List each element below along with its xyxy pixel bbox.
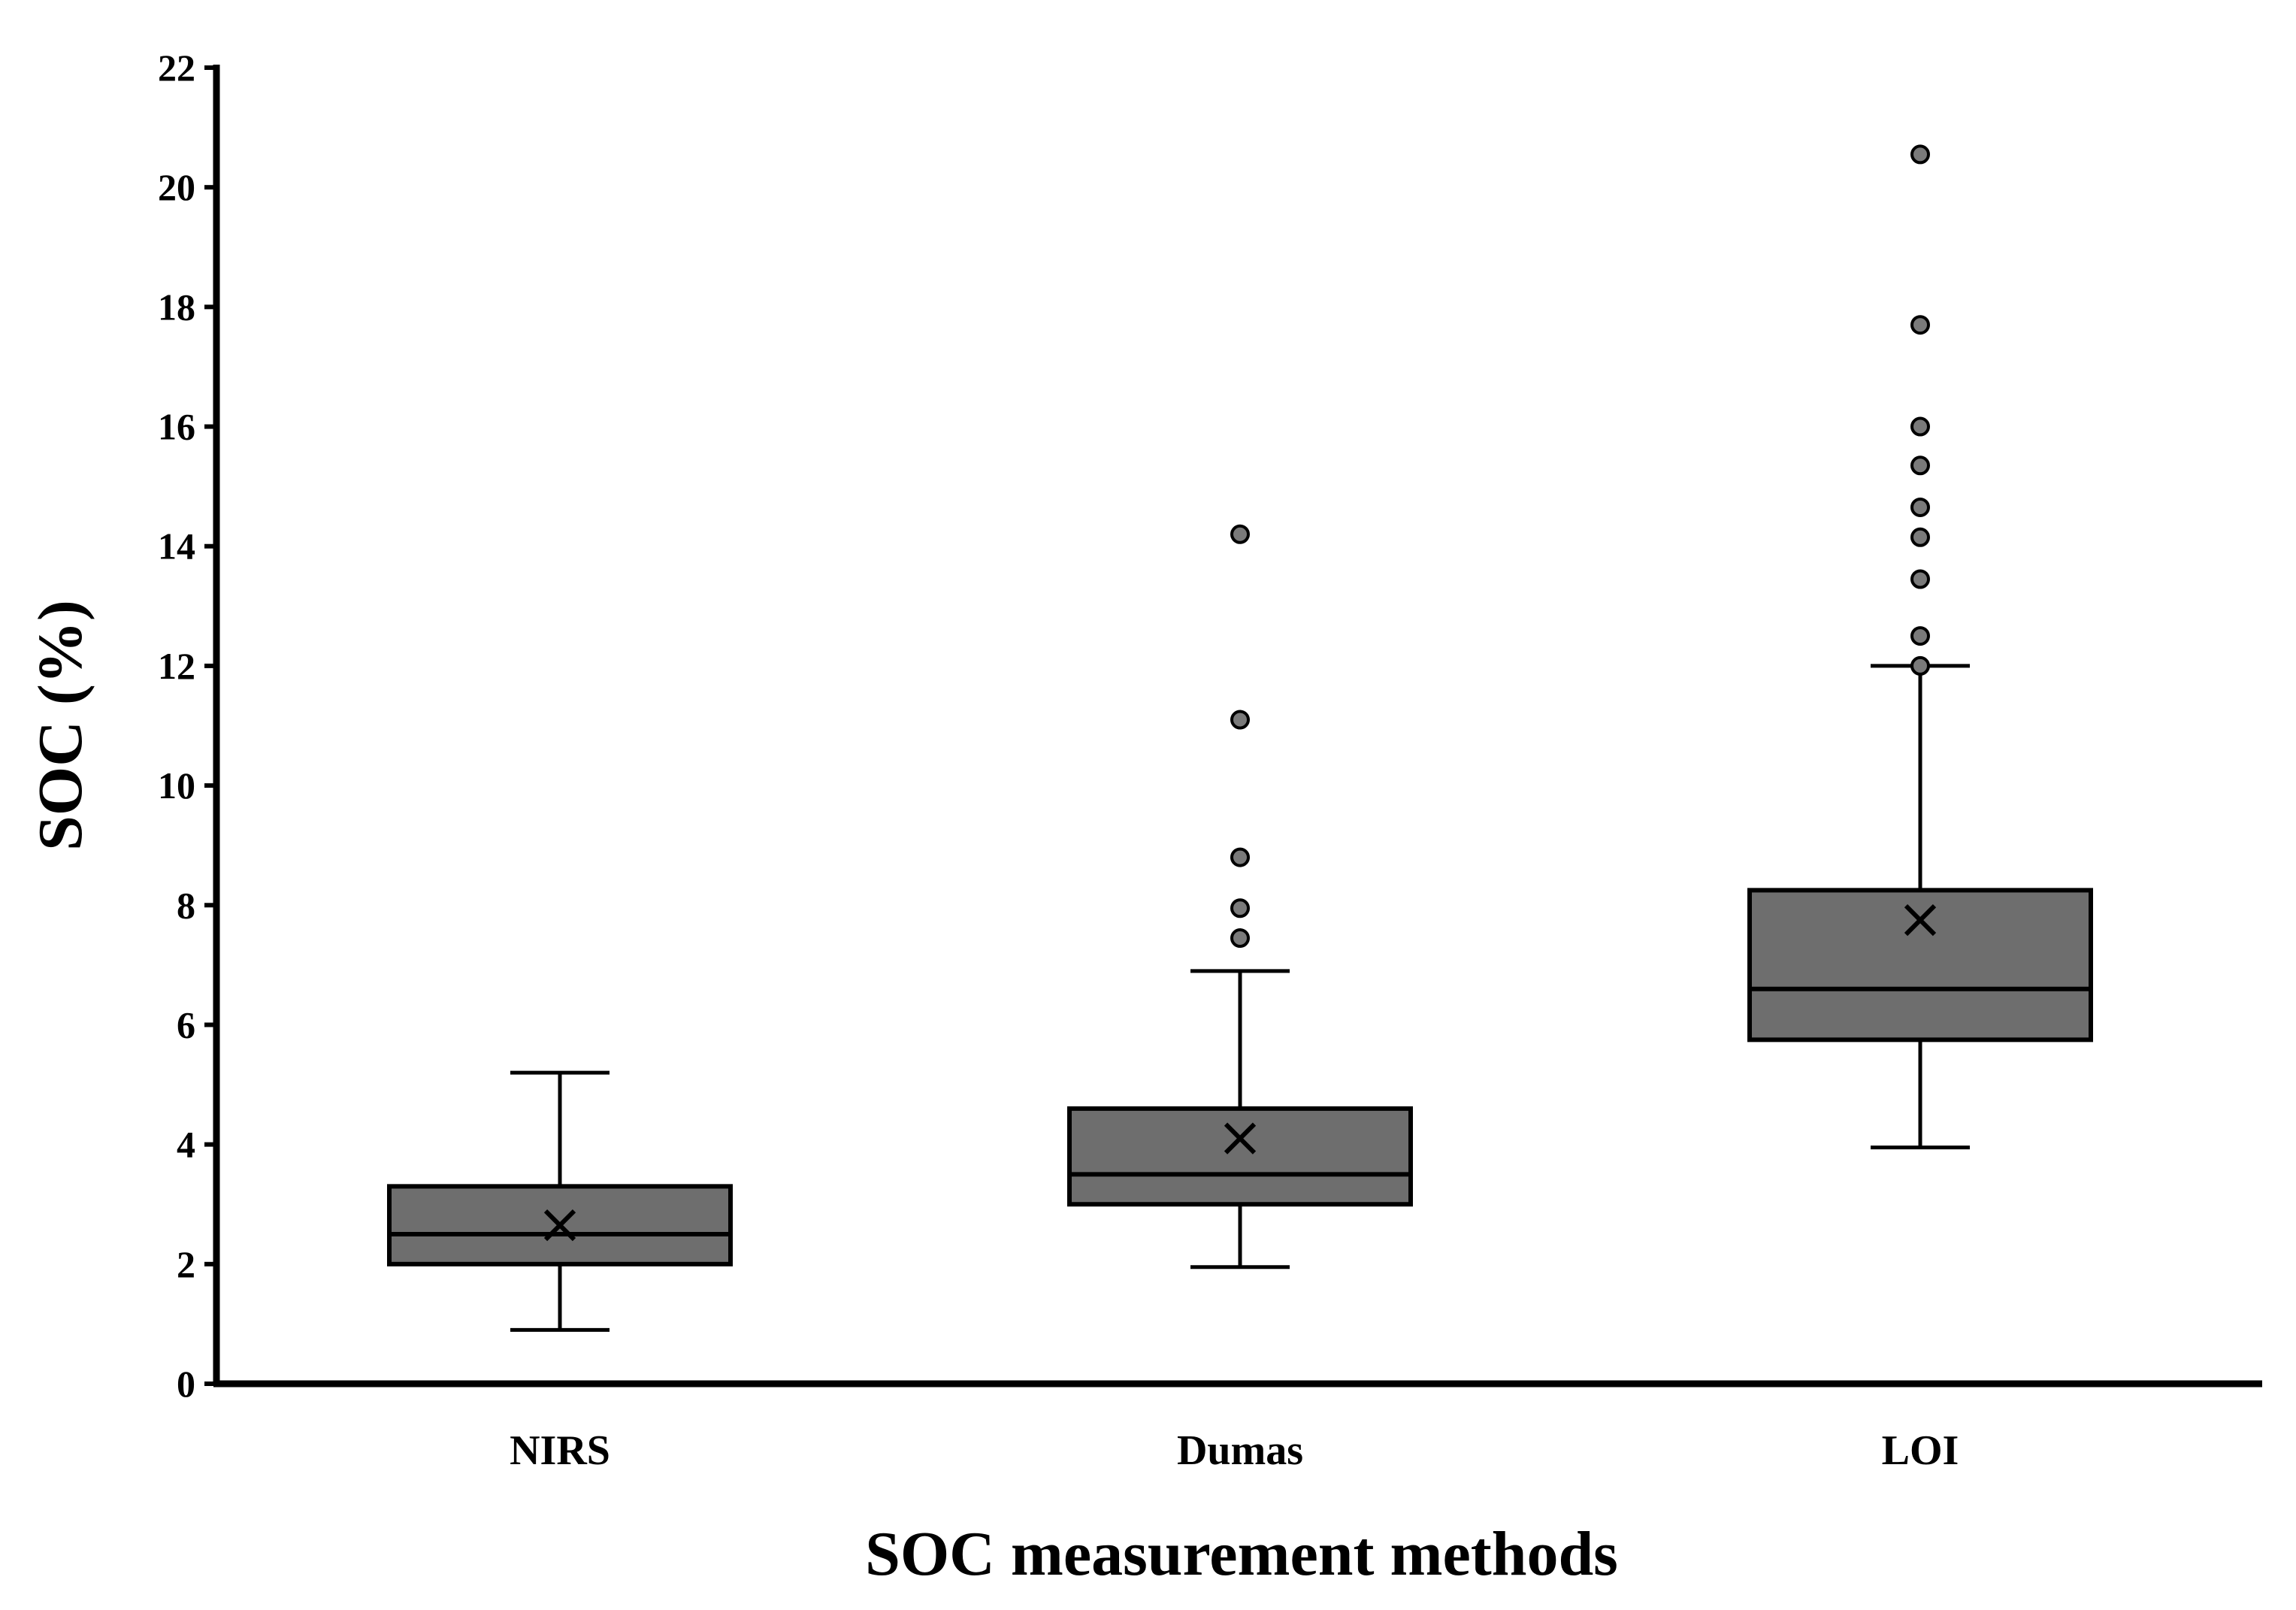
outlier-point	[1910, 144, 1930, 165]
x-category-label: Dumas	[1177, 1427, 1303, 1474]
y-tick-label: 12	[158, 645, 195, 687]
outlier-point	[1910, 655, 1930, 676]
y-tick-label: 16	[158, 406, 195, 448]
box-group-nirs	[387, 1070, 733, 1332]
y-tick-label: 22	[158, 47, 195, 89]
y-tick-label: 4	[177, 1124, 195, 1166]
y-tick-label: 6	[177, 1003, 195, 1046]
plot-area	[387, 144, 2093, 1332]
outlier-point	[1230, 928, 1250, 949]
mean-marker	[1224, 1122, 1257, 1155]
y-tick-label: 20	[158, 166, 195, 208]
outlier-point	[1910, 626, 1930, 646]
outlier-point	[1230, 898, 1250, 918]
y-tick-label: 18	[158, 286, 195, 328]
outlier-point	[1230, 847, 1250, 867]
outlier-point	[1910, 315, 1930, 335]
y-tick-label: 0	[177, 1363, 195, 1405]
outlier-point	[1910, 497, 1930, 517]
outlier-point	[1230, 710, 1250, 730]
iqr-box	[1747, 888, 2093, 1043]
x-axis-title: SOC measurement methods	[865, 1519, 1618, 1589]
y-tick-label: 2	[177, 1243, 195, 1285]
outlier-point	[1910, 455, 1930, 476]
x-category-label: NIRS	[510, 1427, 610, 1474]
mean-marker	[1904, 904, 1937, 937]
y-axis-title: SOC (%)	[26, 600, 95, 851]
y-axis: 0 2 4 6 8 10 12 14 16 18 20 22	[158, 47, 220, 1405]
box-group-loi	[1747, 144, 2093, 1150]
y-tick-label: 8	[177, 884, 195, 926]
x-axis: NIRS Dumas LOI	[213, 1380, 2262, 1474]
iqr-box	[1067, 1106, 1413, 1207]
x-category-label: LOI	[1882, 1427, 1959, 1474]
y-tick-label: 14	[158, 525, 195, 567]
outlier-point	[1230, 524, 1250, 544]
mean-marker	[543, 1209, 576, 1242]
box-group-dumas	[1067, 524, 1413, 1270]
outlier-point	[1910, 527, 1930, 547]
outlier-point	[1910, 416, 1930, 437]
outlier-point	[1910, 569, 1930, 589]
y-tick-label: 10	[158, 764, 195, 807]
